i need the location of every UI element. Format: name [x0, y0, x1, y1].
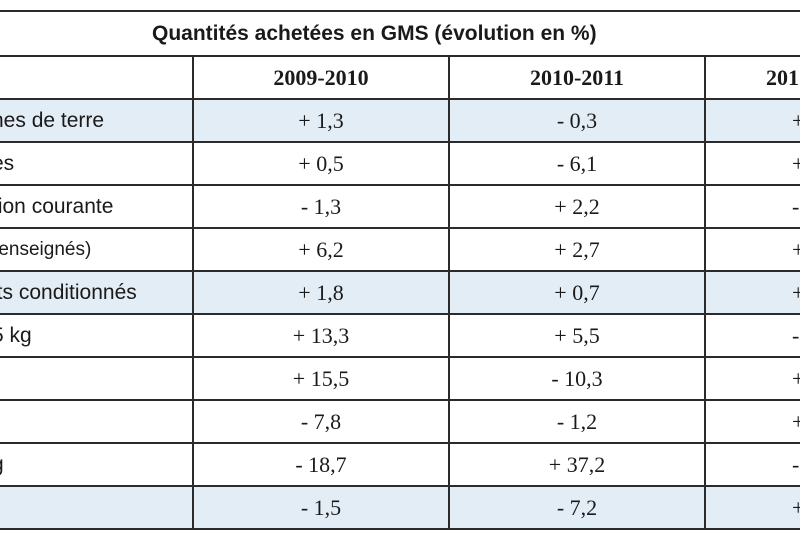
row-label: tion courante: [0, 184, 194, 229]
row-label: 5 kg: [0, 313, 194, 358]
table-row: nes de terre+ 1,3- 0,3+: [0, 98, 800, 143]
table-row: - 7,8- 1,2+: [0, 399, 800, 444]
row-value-2009-2010: + 15,5: [192, 356, 450, 401]
row-value-2009-2010: + 6,2: [192, 227, 450, 272]
row-label: its conditionnés: [0, 270, 194, 315]
row-value-truncated: -: [703, 313, 800, 358]
row-value-truncated: +: [703, 399, 800, 444]
row-value-truncated: -: [703, 184, 800, 229]
table-title-row: Quantités achetées en GMS (évolution en …: [0, 10, 800, 57]
table-row: its conditionnés+ 1,8+ 0,7+: [0, 270, 800, 315]
row-value-2010-2011: - 1,2: [448, 399, 706, 444]
row-label: es: [0, 141, 194, 186]
row-value-2009-2010: - 18,7: [192, 442, 450, 487]
table-row: tion courante - 1,3 + 2,2-: [0, 184, 800, 229]
row-value-2010-2011: + 37,2: [448, 442, 706, 487]
header-period-2009-2010: 2009-2010: [192, 55, 450, 100]
row-value-2010-2011: - 6,1: [448, 141, 706, 186]
table-row: - 1,5- 7,2+: [0, 485, 800, 530]
table-row: + 15,5- 10,3+: [0, 356, 800, 401]
row-value-2009-2010: - 7,8: [192, 399, 450, 444]
table-row: 5 kg+ 13,3+ 5,5-: [0, 313, 800, 358]
row-value-2009-2010: - 1,5: [192, 485, 450, 530]
row-value-2009-2010: - 1,3: [192, 184, 450, 229]
table-body: nes de terre+ 1,3- 0,3+es+ 0,5- 6,1+tion…: [0, 98, 800, 530]
header-period-2010-2011: 2010-2011: [448, 55, 706, 100]
row-value-truncated: +: [703, 270, 800, 315]
row-value-2010-2011: - 0,3: [448, 98, 706, 143]
row-label: g: [0, 442, 194, 487]
row-value-2010-2011: - 10,3: [448, 356, 706, 401]
row-value-2009-2010: + 1,8: [192, 270, 450, 315]
row-value-truncated: +: [703, 141, 800, 186]
row-value-2009-2010: + 0,5: [192, 141, 450, 186]
row-value-2010-2011: + 5,5: [448, 313, 706, 358]
header-period-truncated: 201: [703, 55, 800, 100]
header-label-cell: [0, 55, 194, 100]
row-value-truncated: +: [703, 98, 800, 143]
row-label: nes de terre: [0, 98, 194, 143]
row-value-truncated: -: [703, 442, 800, 487]
table-header-row: 2009-2010 2010-2011 201: [0, 55, 800, 100]
row-value-2009-2010: + 13,3: [192, 313, 450, 358]
evolution-table: Quantités achetées en GMS (évolution en …: [0, 10, 800, 530]
row-value-truncated: +: [703, 227, 800, 272]
row-label: renseignés): [0, 227, 194, 272]
row-label: [0, 399, 194, 444]
table-title: Quantités achetées en GMS (évolution en …: [0, 10, 800, 57]
row-value-truncated: +: [703, 356, 800, 401]
row-value-2010-2011: + 2,7: [448, 227, 706, 272]
table-row: renseignés)+ 6,2+ 2,7+: [0, 227, 800, 272]
row-value-truncated: +: [703, 485, 800, 530]
row-value-2010-2011: + 0,7: [448, 270, 706, 315]
row-value-2009-2010: + 1,3: [192, 98, 450, 143]
table-row: es+ 0,5- 6,1+: [0, 141, 800, 186]
row-label: [0, 485, 194, 530]
row-value-2010-2011: - 7,2: [448, 485, 706, 530]
table-row: g- 18,7+ 37,2-: [0, 442, 800, 487]
row-value-2010-2011: + 2,2: [448, 184, 706, 229]
row-label: [0, 356, 194, 401]
